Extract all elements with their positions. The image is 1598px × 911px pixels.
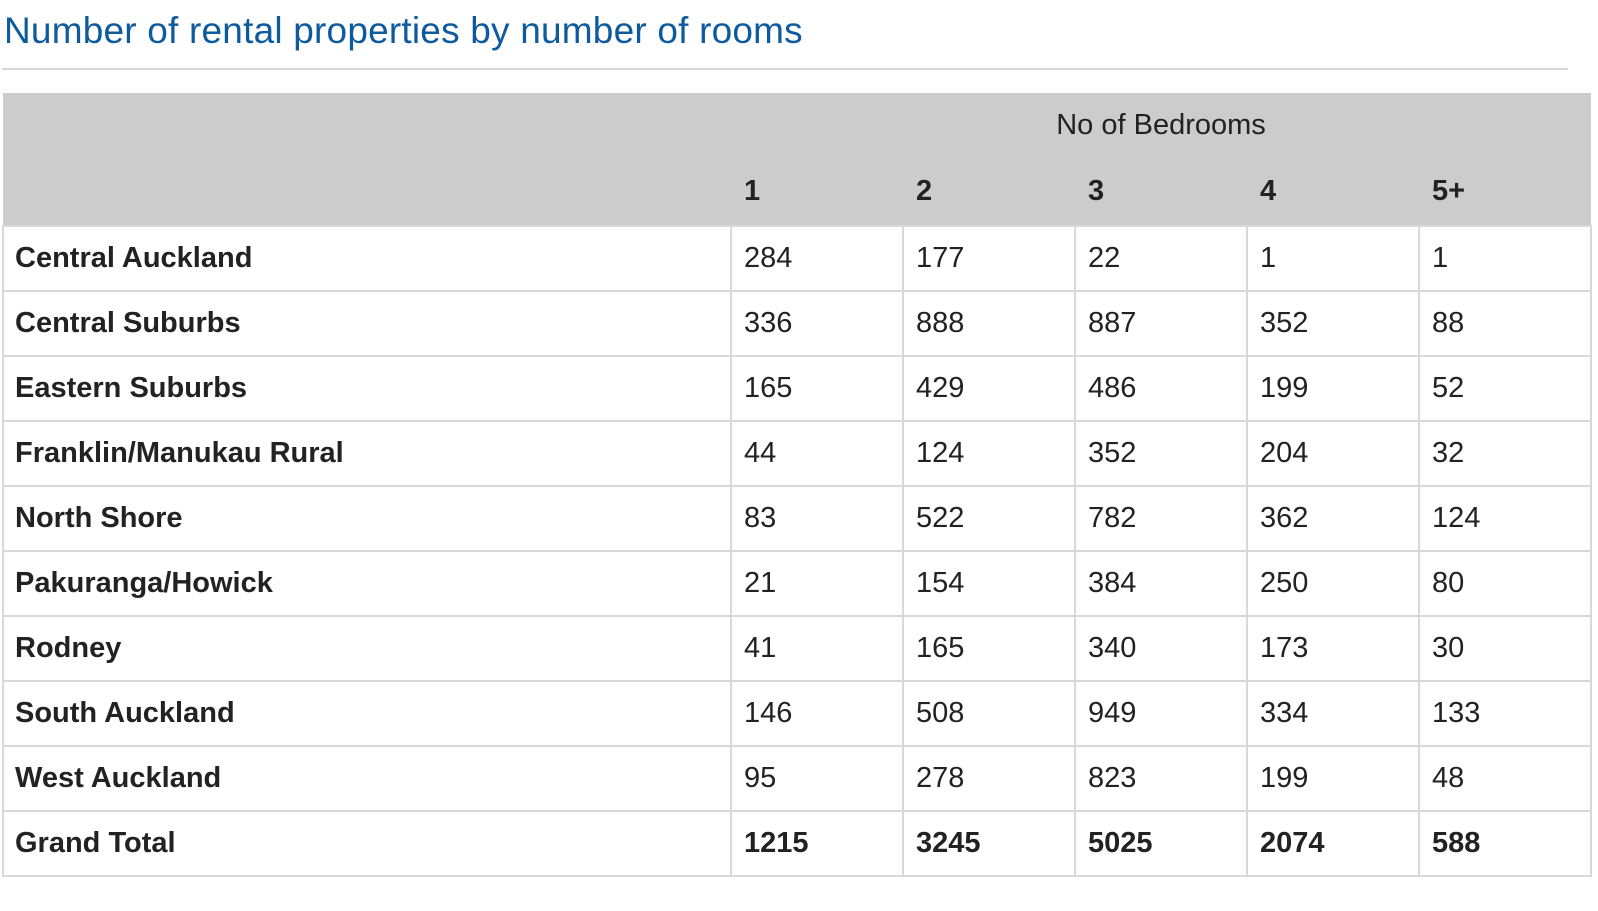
header-group-row: No of Bedrooms: [3, 93, 1592, 157]
value-cell: 334: [1246, 680, 1420, 747]
value-cell: 199: [1246, 745, 1420, 812]
value-cell: 204: [1246, 420, 1420, 487]
region-name: Central Auckland: [2, 225, 732, 292]
table-row: Franklin/Manukau Rural 44 124 352 204 32: [2, 420, 1593, 487]
table-row: Central Auckland 284 177 22 1 1: [2, 225, 1593, 292]
table-row: Eastern Suburbs 165 429 486 199 52: [2, 355, 1593, 422]
column-header: 2: [903, 157, 1075, 226]
total-cell: 2074: [1246, 810, 1420, 877]
region-name: Pakuranga/Howick: [2, 550, 732, 617]
value-cell: 352: [1074, 420, 1248, 487]
header-corner: [3, 93, 731, 157]
value-cell: 88: [1417, 290, 1593, 357]
header-columns-row: 1 2 3 4 5+: [3, 157, 1592, 226]
value-cell: 21: [730, 550, 904, 617]
bedrooms-group-header: No of Bedrooms: [731, 93, 1592, 157]
value-cell: 165: [730, 355, 904, 422]
table-row: West Auckland 95 278 823 199 48: [2, 745, 1593, 812]
value-cell: 41: [730, 615, 904, 682]
value-cell: 44: [730, 420, 904, 487]
region-name: Central Suburbs: [2, 290, 732, 357]
value-cell: 508: [902, 680, 1076, 747]
value-cell: 165: [902, 615, 1076, 682]
value-cell: 384: [1074, 550, 1248, 617]
value-cell: 250: [1246, 550, 1420, 617]
region-name: Franklin/Manukau Rural: [2, 420, 732, 487]
grand-total-row: Grand Total 1215 3245 5025 2074 588: [2, 810, 1593, 877]
value-cell: 22: [1074, 225, 1248, 292]
value-cell: 352: [1246, 290, 1420, 357]
region-name: North Shore: [2, 485, 732, 552]
table-row: Pakuranga/Howick 21 154 384 250 80: [2, 550, 1593, 617]
value-cell: 48: [1417, 745, 1593, 812]
value-cell: 284: [730, 225, 904, 292]
value-cell: 173: [1246, 615, 1420, 682]
value-cell: 336: [730, 290, 904, 357]
value-cell: 949: [1074, 680, 1248, 747]
value-cell: 146: [730, 680, 904, 747]
value-cell: 888: [902, 290, 1076, 357]
total-cell: 5025: [1074, 810, 1248, 877]
title-divider: [2, 68, 1568, 70]
table-body: Central Auckland 284 177 22 1 1 Central Suburb…: [2, 225, 1593, 877]
region-name: West Auckland: [2, 745, 732, 812]
value-cell: 887: [1074, 290, 1248, 357]
column-header: 5+: [1419, 157, 1592, 226]
value-cell: 199: [1246, 355, 1420, 422]
value-cell: 133: [1417, 680, 1593, 747]
total-cell: 588: [1417, 810, 1593, 877]
value-cell: 177: [902, 225, 1076, 292]
table-row: North Shore 83 522 782 362 124: [2, 485, 1593, 552]
value-cell: 52: [1417, 355, 1593, 422]
page-title: Number of rental properties by number of…: [4, 10, 803, 51]
region-name: Rodney: [2, 615, 732, 682]
value-cell: 522: [902, 485, 1076, 552]
total-cell: 1215: [730, 810, 904, 877]
column-header: 1: [731, 157, 903, 226]
value-cell: 154: [902, 550, 1076, 617]
value-cell: 32: [1417, 420, 1593, 487]
region-name: Eastern Suburbs: [2, 355, 732, 422]
total-cell: 3245: [902, 810, 1076, 877]
value-cell: 278: [902, 745, 1076, 812]
column-header: 3: [1075, 157, 1247, 226]
value-cell: 30: [1417, 615, 1593, 682]
value-cell: 340: [1074, 615, 1248, 682]
value-cell: 1: [1417, 225, 1593, 292]
value-cell: 1: [1246, 225, 1420, 292]
table-row: Rodney 41 165 340 173 30: [2, 615, 1593, 682]
table-row: South Auckland 146 508 949 334 133: [2, 680, 1593, 747]
header-corner-lower: [3, 157, 731, 226]
column-header: 4: [1247, 157, 1419, 226]
value-cell: 429: [902, 355, 1076, 422]
grand-total-label: Grand Total: [2, 810, 732, 877]
value-cell: 83: [730, 485, 904, 552]
value-cell: 782: [1074, 485, 1248, 552]
value-cell: 124: [902, 420, 1076, 487]
table-row: Central Suburbs 336 888 887 352 88: [2, 290, 1593, 357]
value-cell: 486: [1074, 355, 1248, 422]
value-cell: 362: [1246, 485, 1420, 552]
value-cell: 823: [1074, 745, 1248, 812]
region-name: South Auckland: [2, 680, 732, 747]
value-cell: 80: [1417, 550, 1593, 617]
value-cell: 95: [730, 745, 904, 812]
rental-table: No of Bedrooms 1 2 3 4 5+ Central Auckla…: [2, 93, 1593, 877]
value-cell: 124: [1417, 485, 1593, 552]
